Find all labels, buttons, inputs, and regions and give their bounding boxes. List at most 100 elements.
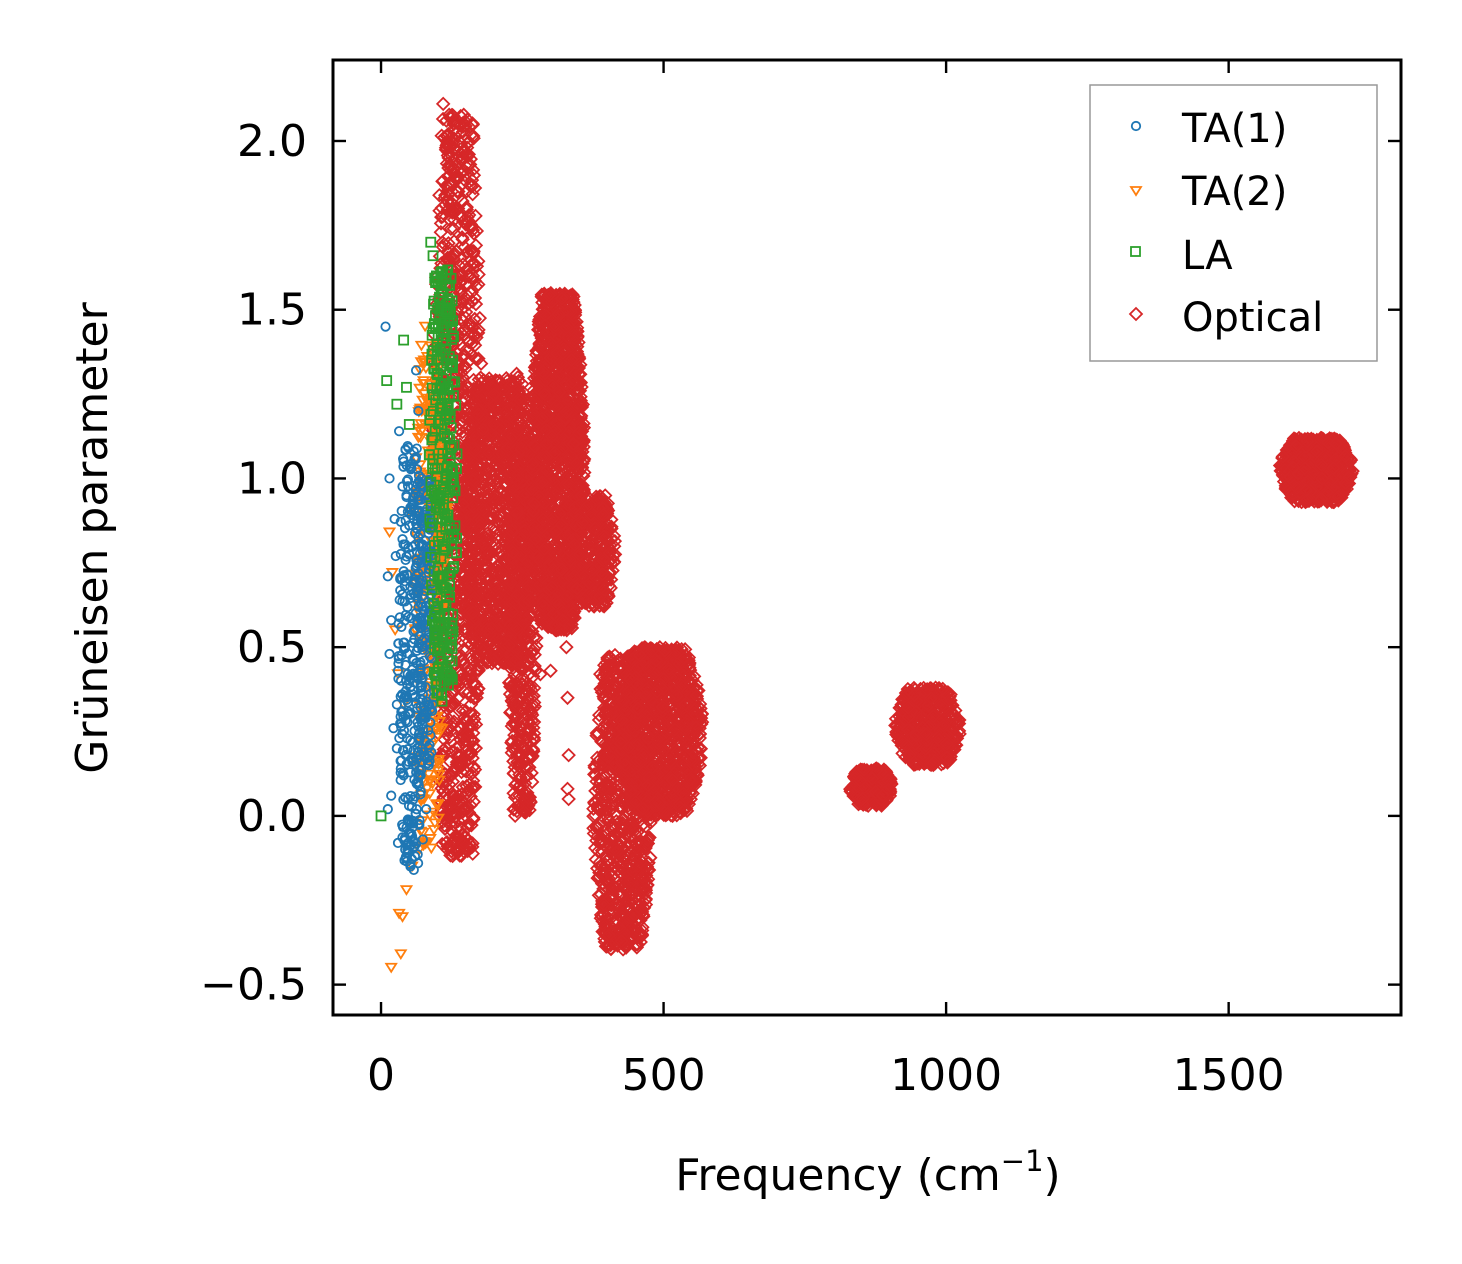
data-point-optical xyxy=(466,759,481,775)
data-point-optical xyxy=(462,119,477,135)
data-point-optical xyxy=(452,285,467,301)
data-point-optical xyxy=(507,709,523,724)
data-point-optical xyxy=(471,557,487,572)
data-point-optical xyxy=(522,679,538,694)
data-point-optical xyxy=(463,546,478,561)
data-point-optical xyxy=(441,107,457,123)
data-point-optical xyxy=(512,660,528,675)
data-point-optical xyxy=(455,497,471,512)
data-point-optical xyxy=(470,406,486,422)
data-point-optical xyxy=(491,618,507,633)
data-point-optical xyxy=(454,727,470,742)
data-point-optical xyxy=(454,153,469,169)
data-point-optical xyxy=(524,713,540,729)
data-point-optical xyxy=(465,605,481,620)
data-point-optical xyxy=(469,648,485,663)
data-point-optical xyxy=(448,169,463,185)
data-point-optical xyxy=(460,558,476,574)
data-point-optical xyxy=(484,620,499,636)
data-point-optical xyxy=(483,472,499,487)
data-point-optical xyxy=(464,817,479,833)
data-point-optical xyxy=(484,511,499,526)
data-point-optical xyxy=(503,430,519,446)
data-point-optical xyxy=(471,267,486,282)
data-point-optical xyxy=(433,224,449,240)
data-point-optical xyxy=(460,244,475,259)
data-point-optical xyxy=(520,785,535,801)
data-point-optical xyxy=(461,817,477,832)
data-point-optical xyxy=(489,471,504,487)
data-point-optical xyxy=(472,518,488,533)
data-point-optical xyxy=(505,716,521,731)
data-point-optical xyxy=(449,757,465,772)
data-point-optical xyxy=(440,183,456,198)
data-point-optical xyxy=(525,701,541,716)
data-point-optical xyxy=(475,502,491,518)
data-point-optical xyxy=(443,203,459,218)
data-point-optical xyxy=(467,273,483,289)
data-point-optical xyxy=(451,117,467,132)
data-point-optical xyxy=(464,565,480,580)
data-point-optical xyxy=(452,267,468,283)
data-point-optical xyxy=(471,277,486,292)
data-point-optical xyxy=(482,442,497,458)
data-point-optical xyxy=(486,398,502,414)
data-point-optical xyxy=(468,677,484,692)
data-point-optical xyxy=(438,779,454,795)
data-point-optical xyxy=(480,589,495,604)
data-point-optical xyxy=(502,428,518,444)
data-point-optical xyxy=(524,749,539,764)
data-point-optical xyxy=(437,744,453,760)
data-point-optical xyxy=(461,451,477,466)
data-point-optical xyxy=(505,480,521,496)
data-point-optical xyxy=(465,294,480,309)
data-point-optical xyxy=(466,707,481,722)
data-point-optical xyxy=(452,165,468,181)
data-point-optical xyxy=(453,732,468,748)
data-point-optical xyxy=(478,578,494,594)
data-point-optical xyxy=(488,577,503,593)
data-point-optical xyxy=(453,511,468,527)
data-point-optical xyxy=(525,624,540,639)
data-point-optical xyxy=(505,604,520,620)
data-point-optical xyxy=(476,536,492,551)
data-point-optical xyxy=(510,721,525,737)
data-point-optical xyxy=(455,633,470,649)
data-point-optical xyxy=(435,174,450,189)
data-point-optical xyxy=(465,494,480,509)
data-point-optical xyxy=(506,506,522,522)
data-point-optical xyxy=(494,446,510,461)
data-point-optical xyxy=(507,801,522,817)
data-point-optical xyxy=(445,107,460,123)
data-point-optical xyxy=(466,381,481,397)
data-point-optical xyxy=(464,326,479,342)
data-point-optical xyxy=(521,578,536,594)
data-point-optical xyxy=(435,111,451,127)
data-point-optical xyxy=(466,526,481,541)
data-point-optical xyxy=(436,784,451,799)
data-point-optical xyxy=(462,481,478,497)
data-point-optical xyxy=(501,638,517,653)
data-point-optical xyxy=(521,622,537,637)
data-point-optical xyxy=(444,129,459,145)
data-point-optical xyxy=(513,393,528,408)
data-point-optical xyxy=(461,782,476,798)
data-point-optical xyxy=(487,393,502,409)
data-point-optical xyxy=(503,405,519,421)
data-point-optical xyxy=(448,808,464,824)
data-point-optical xyxy=(461,334,477,350)
data-point-optical xyxy=(482,487,497,503)
data-point-optical xyxy=(521,639,537,655)
data-point-optical xyxy=(467,590,482,606)
data-point-optical xyxy=(481,445,497,460)
data-point-optical xyxy=(502,609,518,625)
data-point-optical xyxy=(446,221,462,237)
data-point-optical xyxy=(480,401,496,417)
data-point-optical xyxy=(436,789,451,805)
data-point-optical xyxy=(518,769,534,785)
data-point-optical xyxy=(461,606,477,621)
data-point-optical xyxy=(448,244,464,259)
scatter-markers xyxy=(375,96,1360,974)
data-point-optical xyxy=(439,814,455,830)
